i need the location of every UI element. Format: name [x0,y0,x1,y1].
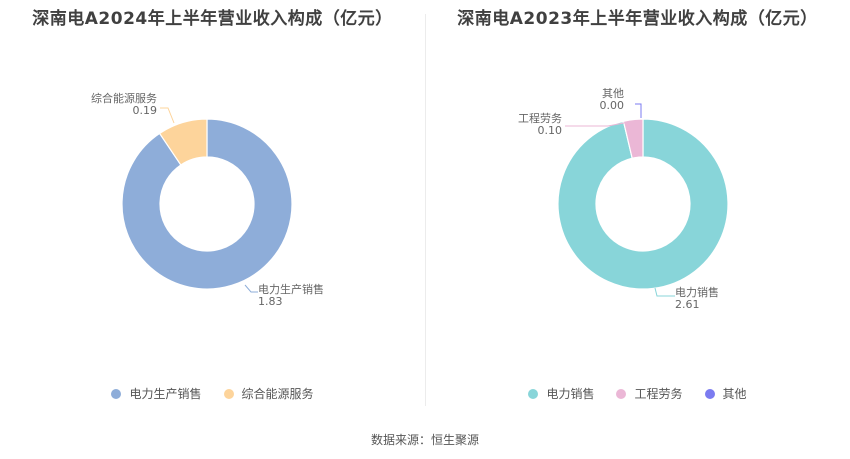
slice-1 [121,118,293,290]
legend-item[interactable]: 电力生产销售 [111,385,202,402]
slice-label-name: 电力生产销售 [258,282,324,296]
label-leader-line [244,284,258,293]
legend-item[interactable]: 综合能源服务 [223,385,314,402]
slice-label-value: 0.19 [133,104,158,117]
legend-label: 其他 [722,387,747,401]
legend-label: 工程劳务 [634,387,683,401]
legend-label: 电力生产销售 [129,387,202,401]
legend-item[interactable]: 其他 [704,385,747,402]
slice-label-value: 2.61 [675,298,700,311]
slice-label-name: 工程劳务 [518,112,562,125]
label-leader-line [654,287,675,297]
legend-marker-icon [223,388,234,399]
legend-label: 电力销售 [546,387,595,401]
slice-label-value: 0.10 [538,124,563,137]
legend-marker-icon [528,388,539,399]
chart-title-2024: 深南电A2024年上半年营业收入构成（亿元） [32,9,393,29]
legend-marker-icon [704,388,715,399]
slice-2 [622,118,644,159]
legend-marker-icon [111,388,122,399]
legend-item[interactable]: 工程劳务 [616,385,683,402]
slice-label-value: 1.83 [258,295,283,308]
slice-1 [557,118,729,290]
legend-2023: 电力销售 工程劳务 其他 [425,385,850,402]
data-source: 数据来源：恒生聚源 [370,433,479,447]
label-leader-line [160,107,175,124]
panel-divider [425,14,426,406]
slice-label-name: 综合能源服务 [91,91,157,105]
label-leader-line [635,103,642,118]
slice-label-value: 0.00 [600,99,625,112]
slice-2 [158,118,208,166]
slice-label-name: 其他 [602,87,624,100]
chart-title-2023: 深南电A2023年上半年营业收入构成（亿元） [457,9,818,29]
legend-2024: 电力生产销售 综合能源服务 [0,385,425,402]
legend-item[interactable]: 电力销售 [528,385,594,402]
chart-panel-2024: 深南电A2024年上半年营业收入构成（亿元） 电力生产销售 1.83 综合能源服务 0… [0,0,425,420]
legend-marker-icon [616,388,627,399]
legend-label: 综合能源服务 [241,387,314,401]
chart-panel-2023: 深南电A2023年上半年营业收入构成（亿元） 电力销售 2.61 工程劳务 0.10 其… [425,0,850,420]
slice-label-name: 电力销售 [675,285,719,299]
label-leader-line [565,121,630,127]
